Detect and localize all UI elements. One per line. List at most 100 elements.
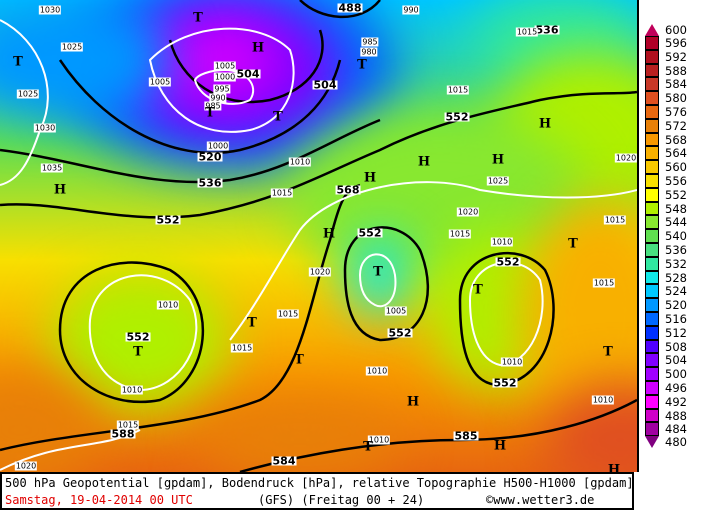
legend-label: 496	[665, 380, 687, 395]
legend-swatch	[645, 105, 659, 119]
legend-swatch	[645, 243, 659, 257]
pressure-center-marker: T	[205, 105, 215, 121]
isobar-1005	[148, 27, 295, 133]
pressure-center-marker: T	[357, 57, 367, 73]
pressure-center-marker: H	[607, 462, 621, 473]
legend-swatch	[645, 187, 659, 202]
caption-copyright: ©www.wetter3.de	[486, 493, 595, 507]
pressure-center-marker: H	[493, 438, 507, 454]
pressure-label: 1025	[16, 89, 40, 99]
legend-label: 528	[665, 270, 687, 285]
pressure-label: 980	[360, 47, 378, 57]
pressure-label: 1015	[446, 85, 470, 95]
legend-swatch	[645, 339, 659, 354]
pressure-center-marker: H	[363, 170, 377, 186]
legend-swatch	[645, 36, 659, 50]
legend-label: 492	[665, 394, 687, 409]
pressure-center-marker: H	[491, 152, 505, 168]
contour-488	[299, 0, 381, 19]
pressure-center-marker: T	[568, 236, 578, 252]
contour-552-low-west	[58, 261, 205, 404]
geopotential-label: 552	[492, 376, 518, 390]
pressure-label: 1010	[367, 435, 391, 445]
geopotential-label: 552	[444, 110, 470, 124]
geopotential-color-field	[0, 0, 637, 472]
legend-label: 600	[665, 23, 687, 37]
legend-bottom-arrow	[645, 436, 659, 449]
legend-label: 536	[665, 242, 687, 257]
legend-swatch	[645, 77, 659, 92]
pressure-center-marker: H	[53, 182, 67, 198]
geopotential-label: 536	[197, 176, 223, 190]
geopotential-label: 552	[495, 255, 521, 269]
legend-swatch	[645, 422, 659, 437]
legend-label: 580	[665, 91, 687, 106]
legend-label: 560	[665, 160, 687, 175]
legend-label: 588	[665, 63, 687, 78]
legend-label: 512	[665, 325, 687, 340]
pressure-center-marker: T	[273, 109, 283, 125]
pressure-label: 1030	[38, 5, 62, 15]
legend-label: 524	[665, 284, 687, 299]
caption-title: 500 hPa Geopotential [gpdam], Bodendruck…	[5, 476, 634, 490]
legend-label: 572	[665, 118, 687, 133]
legend-label: 540	[665, 229, 687, 244]
pressure-center-marker: T	[193, 10, 203, 26]
legend-swatch	[645, 229, 659, 243]
geopotential-label: 552	[155, 213, 181, 227]
pressure-center-marker: T	[603, 344, 613, 360]
geopotential-label: 536	[534, 23, 560, 37]
pressure-label: 990	[209, 93, 227, 103]
pressure-label: 1010	[120, 385, 144, 395]
pressure-center-marker: T	[473, 282, 483, 298]
contour-568	[0, 183, 361, 452]
geopotential-label: 552	[125, 330, 151, 344]
pressure-label: 985	[204, 101, 222, 111]
legend-swatch	[645, 146, 659, 161]
legend-label: 520	[665, 298, 687, 313]
pressure-center-marker: H	[406, 394, 420, 410]
legend-swatch	[645, 132, 659, 147]
geopotential-label: 585	[453, 429, 479, 443]
caption-model: (GFS) (Freitag 00 + 24)	[258, 493, 425, 507]
pressure-center-marker: T	[133, 344, 143, 360]
pressure-label: 1000	[213, 72, 237, 82]
geopotential-label: 504	[312, 78, 338, 92]
pressure-label: 1025	[486, 176, 510, 186]
pressure-label: 1005	[384, 306, 408, 316]
pressure-label: 1015	[515, 27, 539, 37]
legend-swatch	[645, 160, 659, 174]
pressure-label: 1015	[603, 215, 627, 225]
pressure-label: 1010	[288, 157, 312, 167]
pressure-label: 1010	[365, 366, 389, 376]
legend-label: 596	[665, 35, 687, 50]
pressure-label: 1010	[591, 395, 615, 405]
legend-label: 500	[665, 367, 687, 382]
pressure-center-marker: H	[251, 40, 265, 56]
geopotential-label: 568	[335, 183, 361, 197]
geopotential-label: 504	[235, 67, 261, 81]
pressure-label: 1010	[156, 300, 180, 310]
contour-504	[168, 29, 324, 104]
geopotential-label: 488	[337, 1, 363, 15]
legend-swatch	[645, 381, 659, 395]
legend-swatch	[645, 63, 659, 78]
caption-date: Samstag, 19-04-2014 00 UTC	[5, 493, 193, 507]
legend-label: 532	[665, 256, 687, 271]
pressure-label: 995	[213, 84, 231, 94]
legend-label: 548	[665, 201, 687, 216]
legend-label: 480	[665, 435, 687, 450]
legend-swatch	[645, 408, 659, 423]
legend-swatch	[645, 325, 659, 340]
legend-label: 516	[665, 311, 687, 326]
pressure-label: 1025	[60, 42, 84, 52]
isobar-1030	[0, 19, 49, 186]
pressure-label: 1020	[14, 461, 38, 471]
legend-swatch	[645, 118, 659, 133]
pressure-center-marker: T	[363, 439, 373, 455]
isobar-1010-east	[468, 261, 544, 367]
legend-label: 556	[665, 173, 687, 188]
pressure-center-marker: H	[322, 226, 336, 242]
legend-top-arrow	[645, 24, 659, 36]
contour-520	[58, 59, 342, 155]
